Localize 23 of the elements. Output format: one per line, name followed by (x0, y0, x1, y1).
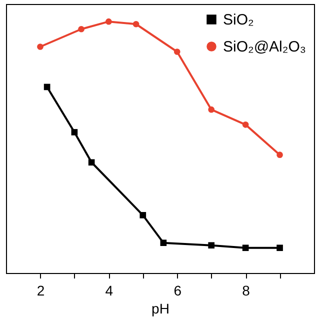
point (44, 84, 50, 90)
point (71, 129, 78, 136)
point (160, 240, 167, 246)
point (78, 26, 84, 32)
point (132, 20, 140, 28)
point (174, 48, 180, 55)
point (106, 18, 112, 25)
legend-label: SiO₂ (223, 12, 254, 28)
point (276, 244, 283, 252)
legend-label: SiO₂@Al₂O₃ (223, 38, 306, 56)
x-tick-label: 6 (174, 282, 182, 298)
x-tick-label: 8 (242, 282, 250, 298)
point (208, 242, 214, 249)
point (276, 152, 283, 158)
x-axis-title: pH (152, 300, 170, 316)
point (242, 122, 249, 128)
point (242, 244, 249, 252)
point (140, 212, 146, 218)
x-tick-label: 2 (36, 282, 45, 298)
point (208, 106, 214, 113)
point (37, 44, 44, 50)
x-tick-label: 4 (105, 282, 114, 298)
point (88, 159, 95, 166)
